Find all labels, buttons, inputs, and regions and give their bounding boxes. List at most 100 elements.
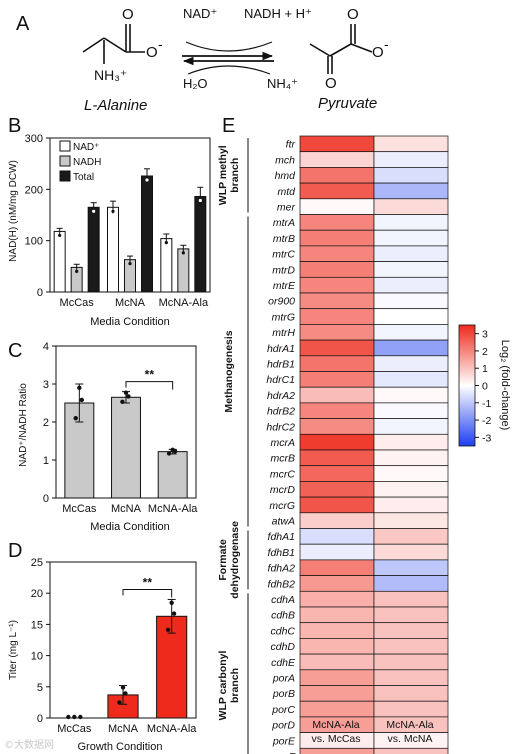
heatmap-row-label: cdhB — [271, 610, 295, 622]
pyruvate-structure — [309, 24, 373, 74]
heatmap-cell — [373, 700, 449, 718]
heatmap-cell — [373, 371, 449, 388]
heatmap-cell — [373, 135, 449, 153]
heatmap-cell — [299, 685, 375, 702]
panel-c-point — [120, 399, 125, 405]
heatmap-row-label: mtd — [277, 186, 296, 198]
panel-c-xtick-label: McNA — [111, 503, 142, 515]
panel-d-significance-label: ** — [143, 575, 153, 589]
heatmap-cell — [373, 292, 449, 310]
heatmap-cell — [373, 418, 449, 435]
panel-c-point — [73, 416, 78, 421]
panel-c-point — [79, 397, 84, 403]
panel-b-ytick-label: 300 — [25, 133, 43, 145]
panel-c-point — [170, 447, 175, 453]
panel-c-ytick-label: 3 — [43, 379, 49, 391]
heatmap-cell — [299, 182, 375, 200]
panel-d-point — [66, 714, 71, 720]
heatmap-row-label: mch — [275, 154, 295, 166]
colorbar-gradient — [458, 324, 476, 447]
panel-d-point — [120, 685, 126, 690]
heatmap-col-2-line-1: McNA-Ala — [386, 719, 433, 731]
heatmap-cell — [373, 575, 449, 592]
panel-b-bar — [160, 238, 173, 293]
heatmap-cell — [299, 418, 375, 435]
panel-b-point — [145, 178, 149, 182]
heatmap-group-label: WLP methyl — [217, 145, 229, 205]
product-name: Pyruvate — [318, 95, 377, 112]
heatmap-cell — [373, 559, 449, 576]
colorbar-tick-label: 0 — [482, 381, 488, 393]
heatmap-row-label: hdrC1 — [266, 374, 295, 386]
heatmap-cell — [373, 261, 449, 278]
panel-b-bar — [177, 248, 190, 293]
legend-label-nad: NAD⁺ — [73, 142, 99, 153]
pyruvate-keto-o: O — [325, 75, 337, 92]
heatmap-col-2-line-2: vs. McNA — [388, 733, 433, 745]
heatmap-cell — [373, 324, 449, 341]
panel-c-significance-bracket — [125, 381, 174, 390]
heatmap-cell — [299, 276, 375, 294]
panel-b-xtick-label: McNA — [115, 297, 146, 309]
panel-c-ytick-label: 0 — [43, 493, 49, 505]
heatmap-cell — [299, 449, 375, 467]
heatmap-row-label: mtrD — [272, 264, 295, 276]
heatmap-row-label: porA — [272, 673, 295, 685]
panel-b-point — [128, 262, 132, 266]
panel-label-e: E — [222, 115, 235, 137]
heatmap-cell — [299, 590, 375, 608]
panel-b-xlabel: Media Condition — [90, 316, 170, 328]
heatmap-cell — [373, 481, 449, 498]
heatmap-cell — [299, 339, 375, 357]
heatmap-col-1-line-2: vs. McCas — [311, 733, 360, 745]
panel-c-point — [77, 385, 82, 390]
heatmap-cell — [299, 151, 375, 168]
heatmap-cell — [373, 355, 449, 372]
heatmap-cell — [299, 214, 375, 231]
legend-label-total: Total — [73, 172, 94, 183]
heatmap-row-label: cdhE — [271, 657, 296, 669]
panel-c-significance-label: ** — [145, 368, 155, 382]
heatmap-cell — [299, 465, 375, 482]
panel-d-point — [171, 611, 177, 616]
panel-b-bar — [107, 206, 119, 293]
panel-b-ytick-label: 0 — [37, 287, 43, 299]
panel-label-b: B — [8, 115, 21, 137]
heatmap-cell — [373, 543, 449, 561]
panel-c-point — [123, 390, 129, 395]
heatmap-cell — [299, 198, 375, 215]
heatmap-cell — [299, 512, 375, 529]
panel-b: B 0 100 200 300 McCas McNA McNA-Ala Media Cond… — [8, 115, 211, 328]
heatmap-cell — [299, 386, 375, 404]
heatmap-row-label: hdrA1 — [267, 343, 295, 355]
pyruvate-o-top: O — [347, 6, 359, 23]
heatmap-row-label: porC — [271, 704, 295, 716]
panel-b-bar — [87, 206, 100, 293]
heatmap-cell — [299, 135, 375, 153]
alanine-o-minus: O — [146, 44, 158, 61]
heatmap-row-label: cdhC — [270, 625, 295, 637]
heatmap-group-label: Methanogenesis — [223, 330, 235, 412]
heatmap-cell — [299, 167, 375, 184]
heatmap-cell — [373, 308, 449, 325]
panel-b-point — [111, 209, 115, 213]
heatmap-row-label: porF — [272, 751, 295, 754]
heatmap-cell — [373, 528, 449, 545]
panel-b-bar — [53, 230, 66, 293]
alanine-amine: NH₃⁺ — [94, 67, 127, 83]
panel-d-point — [72, 714, 77, 720]
heatmap-cell — [299, 606, 375, 624]
heatmap-cell — [373, 747, 449, 754]
heatmap-cell — [373, 276, 449, 294]
heatmap-row-labels: ftr mch hmd mtd mer mtrA mtrB mtrC mtrD mtrE or900… — [266, 139, 296, 754]
heatmap-row-label: porB — [272, 688, 295, 700]
alanine-structure — [82, 24, 145, 64]
heatmap-row-label: mtrG — [272, 311, 295, 323]
panel-c: C 0 1 2 3 4 McCas McNA McNA-Ala ** Media Conditi… — [8, 340, 198, 533]
heatmap-row-label: hdrB2 — [267, 406, 295, 418]
heatmap-col-1-line-1: McNA-Ala — [312, 719, 359, 731]
reaction-arrows — [182, 41, 274, 75]
panel-c-xtick-label: McNA-Ala — [148, 503, 198, 515]
heatmap-cell — [299, 355, 375, 372]
